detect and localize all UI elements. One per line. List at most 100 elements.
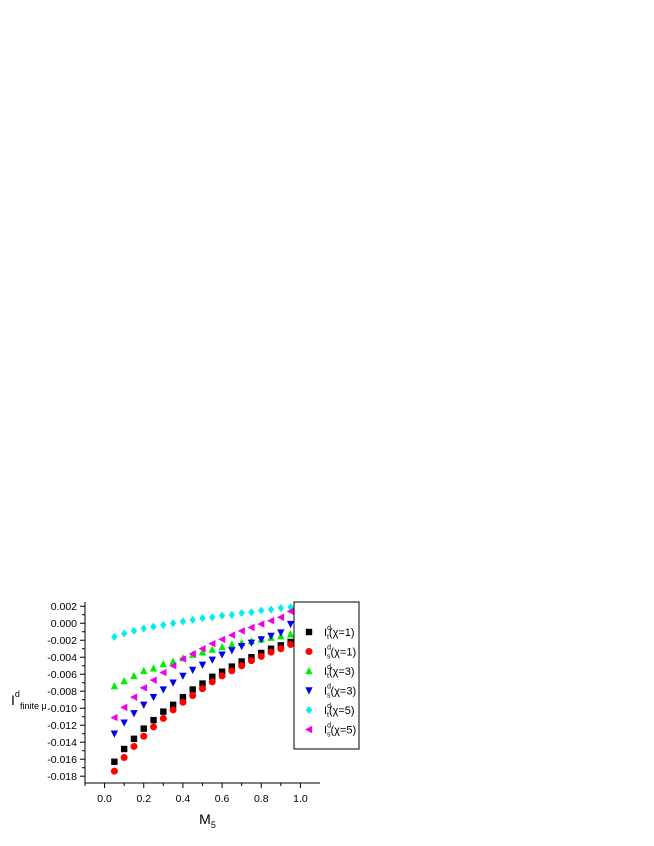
data-point <box>228 647 236 655</box>
data-point <box>130 626 138 635</box>
x-axis-title-main: M <box>199 811 211 827</box>
legend-label-rest: (χ=1) <box>329 627 355 639</box>
legend-label-sub: s <box>327 732 331 739</box>
legend-label-sub: s <box>327 654 331 661</box>
data-point <box>228 667 236 675</box>
data-point <box>179 693 187 701</box>
x-tick-label: 0.6 <box>215 793 230 805</box>
data-point <box>247 623 255 632</box>
data-point <box>111 758 118 765</box>
legend-label-rest: (χ=5) <box>329 705 355 717</box>
legend-marker <box>305 706 313 714</box>
y-axis-title-sup: d <box>15 689 20 699</box>
data-point <box>111 632 118 641</box>
series-2 <box>110 640 295 775</box>
data-point <box>199 614 206 623</box>
y-tick-label: 0.000 <box>51 618 77 630</box>
data-point <box>189 686 196 693</box>
legend-label-main: I <box>324 647 327 659</box>
legend-label-rest: (χ=3) <box>329 666 355 678</box>
data-point <box>287 640 295 648</box>
legend-label-main: I <box>324 686 327 698</box>
legend-marker <box>305 628 313 636</box>
data-point <box>120 745 128 753</box>
legend-label: Id s(χ=3) <box>324 684 356 700</box>
data-point <box>140 666 148 675</box>
legend-label-rest: (χ=3) <box>330 686 356 698</box>
data-point <box>218 611 226 620</box>
data-point <box>257 620 265 628</box>
series-6 <box>110 607 294 722</box>
x-tick-label: 0.4 <box>176 793 191 805</box>
x-axis-title: M5 <box>199 811 216 830</box>
data-point <box>277 645 285 653</box>
x-axis-title-sub: 5 <box>211 820 216 830</box>
data-point <box>160 708 167 715</box>
data-point <box>189 666 197 674</box>
data-point <box>238 609 245 618</box>
data-point <box>159 668 167 677</box>
data-point <box>110 713 118 722</box>
plot-area: 0.0 0.2 0.4 0.6 0.8 1.0 0.002 0.000 -0.002 -0.004… <box>11 601 320 830</box>
data-point <box>179 672 187 680</box>
y-tick-label: -0.010 <box>47 703 77 715</box>
data-point <box>140 725 147 732</box>
data-point <box>267 648 275 656</box>
legend-marker <box>305 687 313 695</box>
data-point <box>120 703 128 712</box>
data-point <box>159 714 167 722</box>
legend-label-rest: (χ=1) <box>330 647 356 659</box>
data-point <box>120 677 128 685</box>
data-point <box>286 620 295 629</box>
data-point <box>140 624 147 633</box>
y-tick-label: -0.014 <box>47 737 77 749</box>
x-tick-label: 0.0 <box>97 793 112 805</box>
data-point <box>218 635 226 644</box>
legend-label-sub: t <box>327 712 329 719</box>
data-point <box>120 754 128 762</box>
legend-entry-4: Id s(χ=3) <box>305 684 356 700</box>
data-point <box>159 660 168 668</box>
legend-label: Id s(χ=1) <box>324 645 356 661</box>
x-tick-label: 0.8 <box>254 793 269 805</box>
data-point <box>179 698 187 706</box>
legend-label-sub: s <box>327 693 331 700</box>
legend-marker <box>305 667 313 675</box>
data-point <box>140 701 148 709</box>
legend-label: Id t(χ=1) <box>324 625 355 641</box>
data-point <box>218 668 226 675</box>
data-point <box>130 710 138 718</box>
data-point <box>169 679 177 687</box>
legend-marker <box>305 725 313 734</box>
data-point <box>110 767 118 775</box>
data-point <box>218 672 226 680</box>
y-axis-title-main: I <box>11 692 15 708</box>
data-point <box>257 652 265 660</box>
legend-entry-2: Id s(χ=1) <box>305 645 356 661</box>
legend-entry-3: Id t(χ=3) <box>305 664 355 680</box>
data-point <box>139 684 147 692</box>
legend: Id t(χ=1)Id s(χ=1)Id t(χ=3)Id s(χ=3)Id t(χ=5)… <box>293 601 360 750</box>
data-point <box>169 662 177 670</box>
data-point <box>208 645 216 653</box>
data-point <box>120 719 128 727</box>
data-point <box>149 664 158 672</box>
y-tick-label: -0.012 <box>47 720 77 732</box>
series-5 <box>111 603 294 641</box>
data-point <box>208 678 216 686</box>
data-point <box>188 650 196 658</box>
data-point <box>159 686 168 694</box>
data-point <box>178 655 187 663</box>
data-point <box>150 622 157 631</box>
series-4 <box>110 620 295 738</box>
legend-label-main: I <box>324 705 327 717</box>
data-point <box>257 636 265 644</box>
y-tick-label: -0.004 <box>47 652 77 664</box>
data-point <box>267 632 275 640</box>
data-point <box>209 613 216 622</box>
data-point <box>199 685 206 693</box>
data-point <box>248 608 255 617</box>
x-tick-label: 1.0 <box>293 793 308 805</box>
legend-label: Id s(χ=5) <box>324 723 356 739</box>
